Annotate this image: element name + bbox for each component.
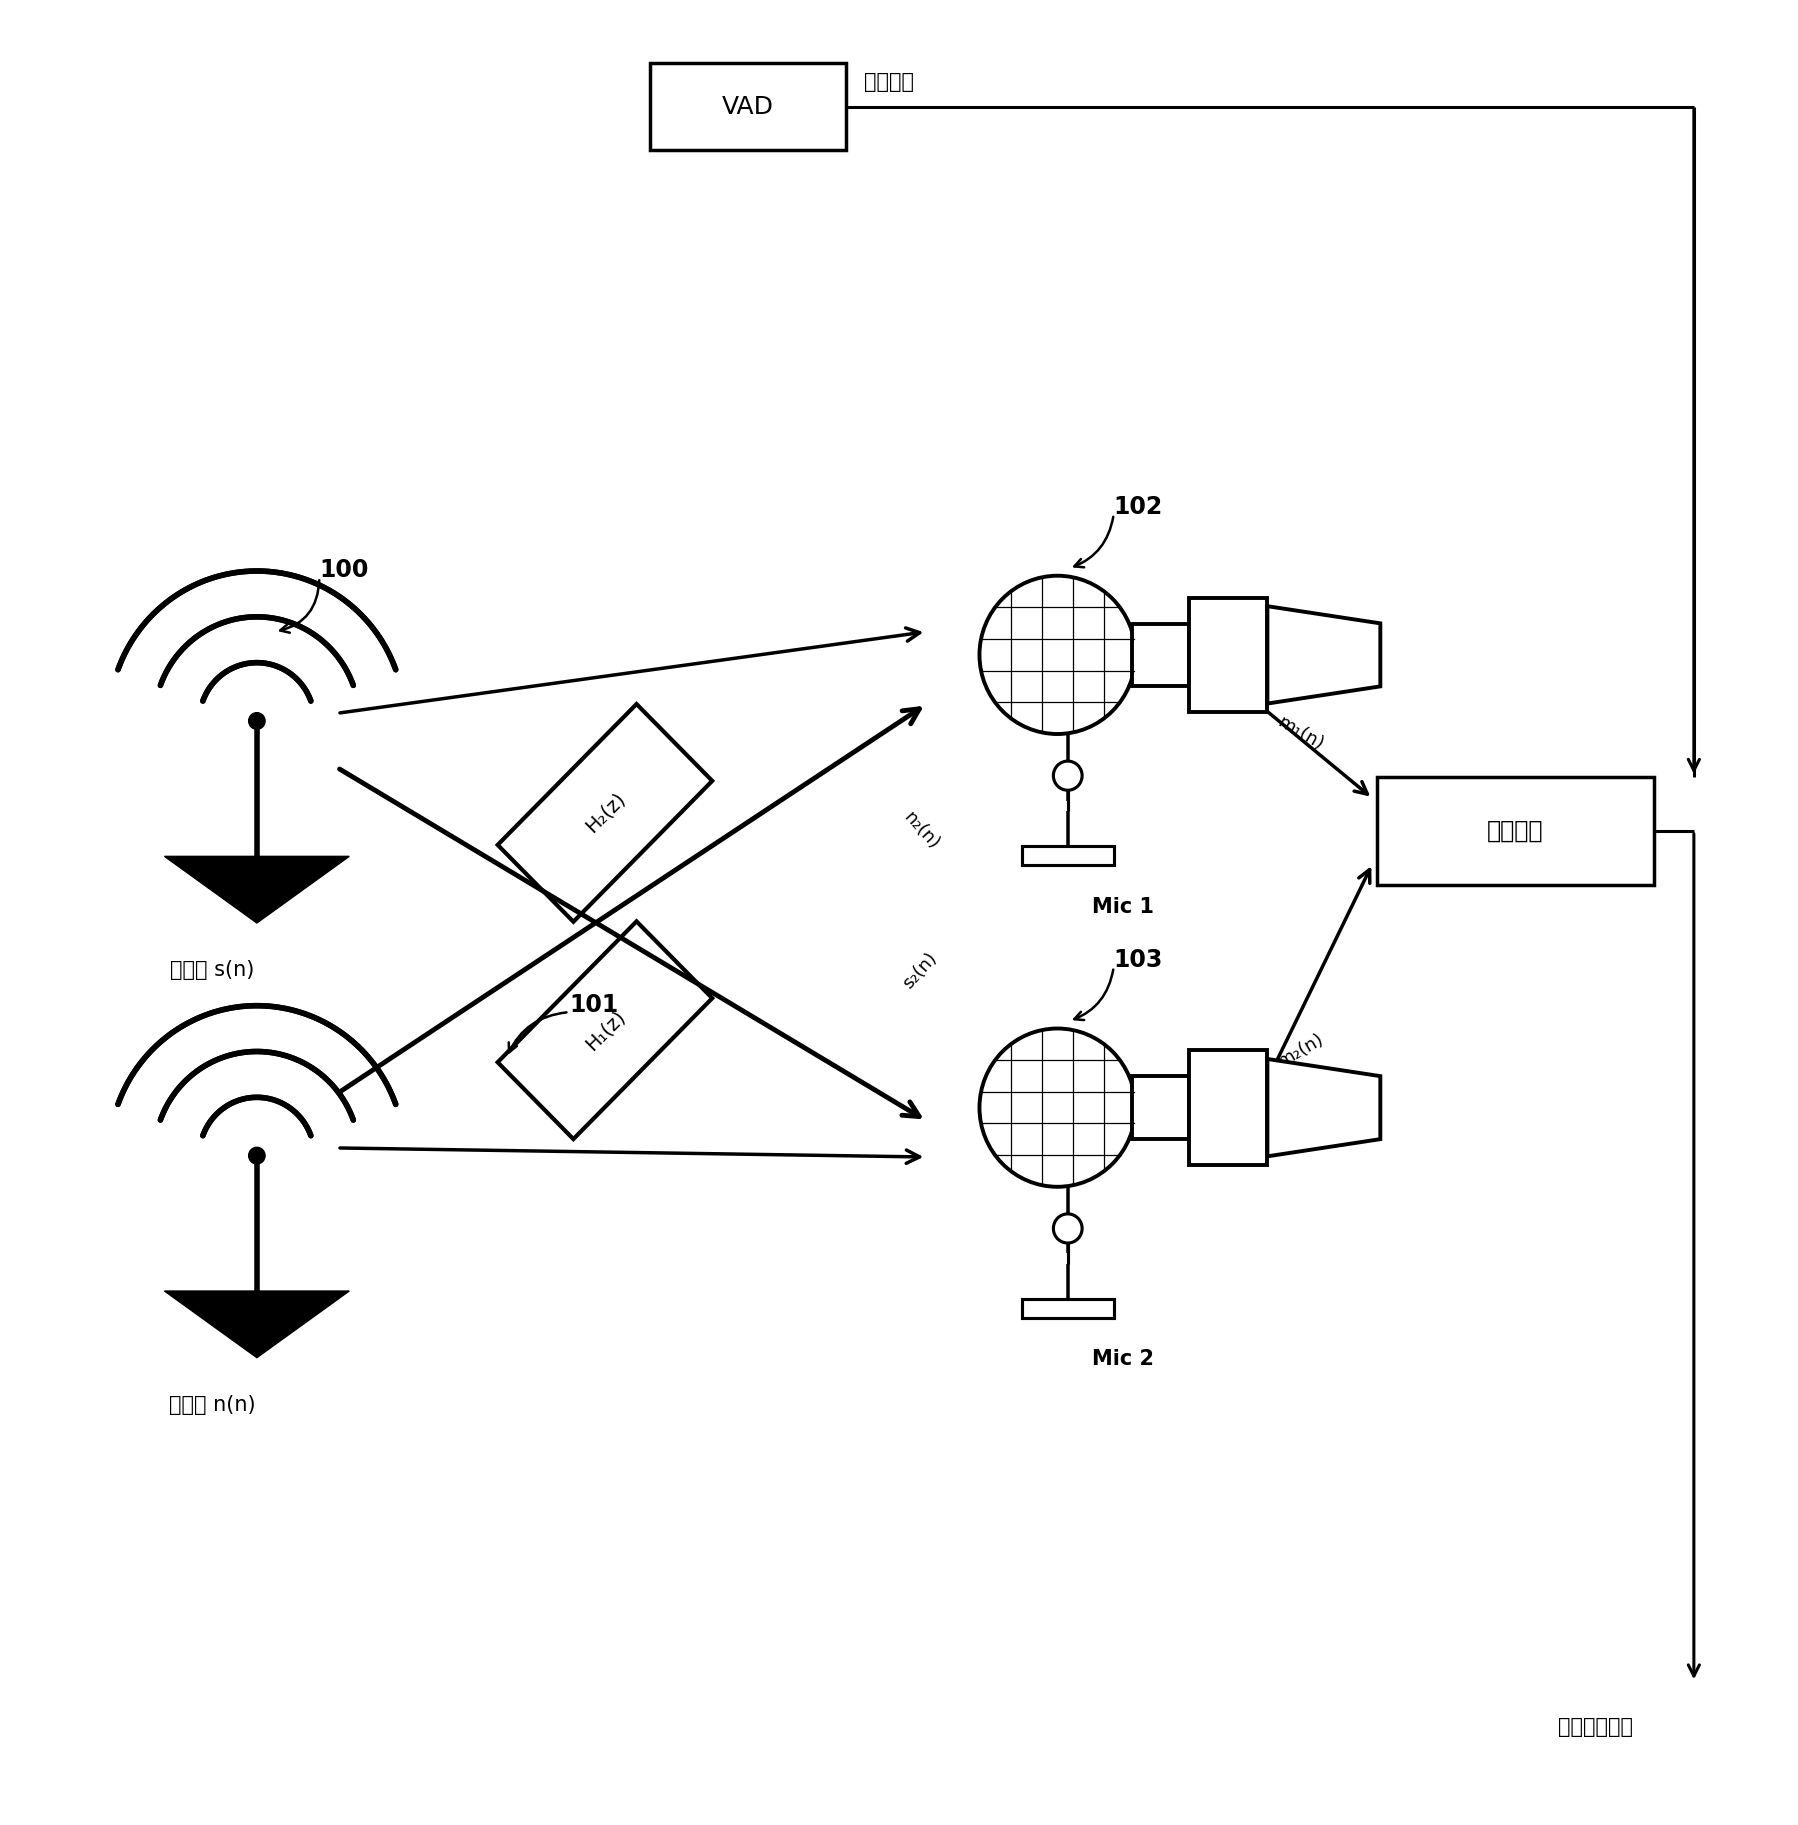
Text: m₂(n): m₂(n): [1273, 1029, 1327, 1071]
Bar: [1021, 847, 1113, 865]
Bar: [1021, 1299, 1113, 1318]
Circle shape: [978, 1029, 1135, 1186]
Polygon shape: [498, 704, 712, 922]
Text: 100: 100: [320, 558, 369, 582]
Text: m₁(n): m₁(n): [1273, 714, 1327, 754]
Polygon shape: [1268, 1058, 1379, 1157]
Text: 净化了的语音: 净化了的语音: [1557, 1717, 1633, 1737]
Bar: [1188, 1051, 1268, 1164]
Polygon shape: [164, 856, 349, 923]
Bar: [1131, 624, 1188, 686]
Text: VAD: VAD: [721, 95, 773, 119]
Text: 发声信息: 发声信息: [863, 73, 913, 93]
Text: Mic 2: Mic 2: [1091, 1349, 1153, 1369]
Text: 103: 103: [1113, 947, 1163, 973]
Bar: [1375, 777, 1652, 885]
Polygon shape: [498, 922, 712, 1139]
Polygon shape: [1268, 606, 1379, 704]
Circle shape: [248, 712, 264, 730]
Bar: [1188, 597, 1268, 712]
Text: 信号源 s(n): 信号源 s(n): [171, 960, 254, 980]
Circle shape: [978, 575, 1135, 734]
Circle shape: [248, 1148, 264, 1164]
Text: 噪音去除: 噪音去除: [1487, 819, 1543, 843]
Text: H₁(z): H₁(z): [581, 1007, 628, 1053]
Text: H₂(z): H₂(z): [581, 788, 628, 836]
Circle shape: [1054, 761, 1082, 790]
Polygon shape: [164, 1290, 349, 1358]
Bar: [649, 64, 845, 150]
Text: 噪音源 n(n): 噪音源 n(n): [169, 1394, 255, 1414]
Circle shape: [1054, 1214, 1082, 1243]
Text: s₂(n): s₂(n): [899, 949, 940, 993]
Text: n₂(n): n₂(n): [899, 808, 942, 852]
Text: 102: 102: [1113, 495, 1162, 518]
Text: Mic 1: Mic 1: [1091, 896, 1153, 916]
Text: 101: 101: [568, 993, 619, 1017]
Bar: [1131, 1077, 1188, 1139]
